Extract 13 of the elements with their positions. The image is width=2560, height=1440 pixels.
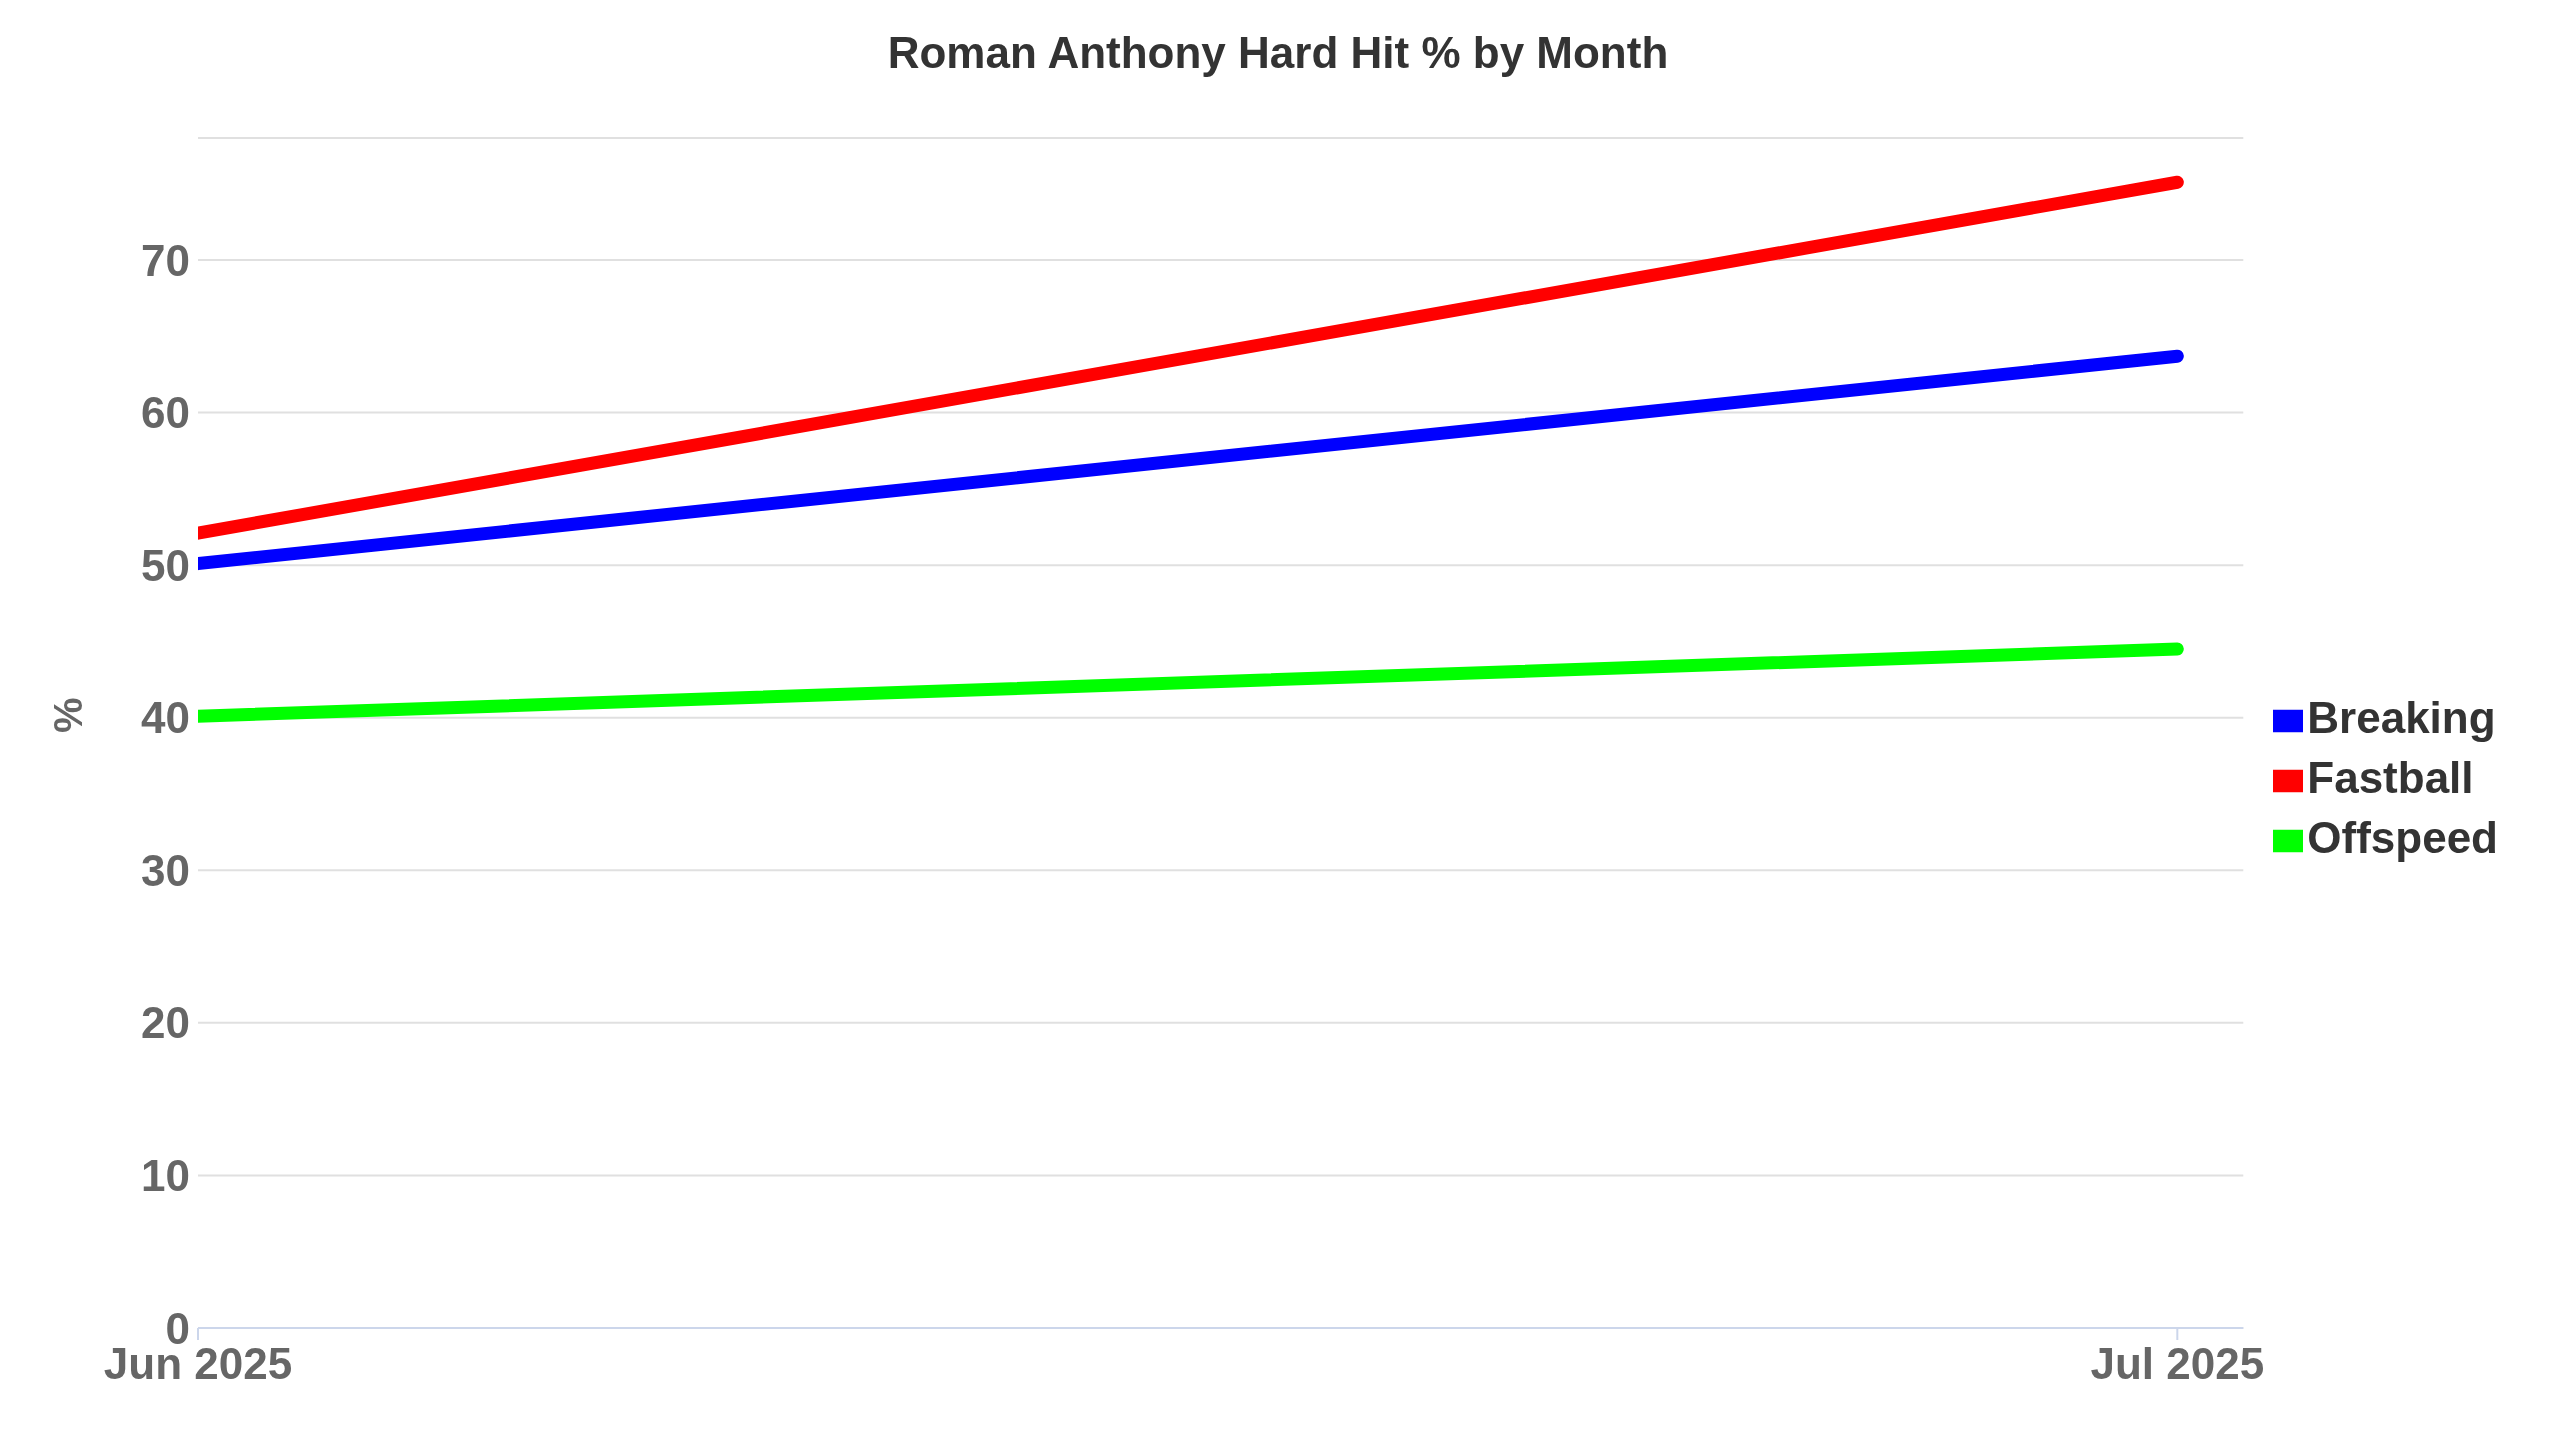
legend-label: Offspeed (2307, 813, 2498, 862)
y-tick-label: 10 (141, 1151, 190, 1201)
chart-title: Roman Anthony Hard Hit % by Month (886, 27, 1670, 79)
y-tick-label: 70 (141, 235, 190, 285)
y-tick-label: 60 (141, 388, 190, 438)
legend-label: Breaking (2307, 693, 2496, 742)
legend-label: Fastball (2307, 753, 2474, 802)
y-tick-label: 30 (141, 845, 190, 895)
y-axis-title: % (46, 697, 91, 733)
y-tick-label: 50 (141, 540, 190, 590)
y-tick-label: 20 (141, 998, 190, 1048)
x-tick-label: Jul 2025 (2090, 1339, 2265, 1389)
y-tick-label: 40 (141, 693, 190, 743)
